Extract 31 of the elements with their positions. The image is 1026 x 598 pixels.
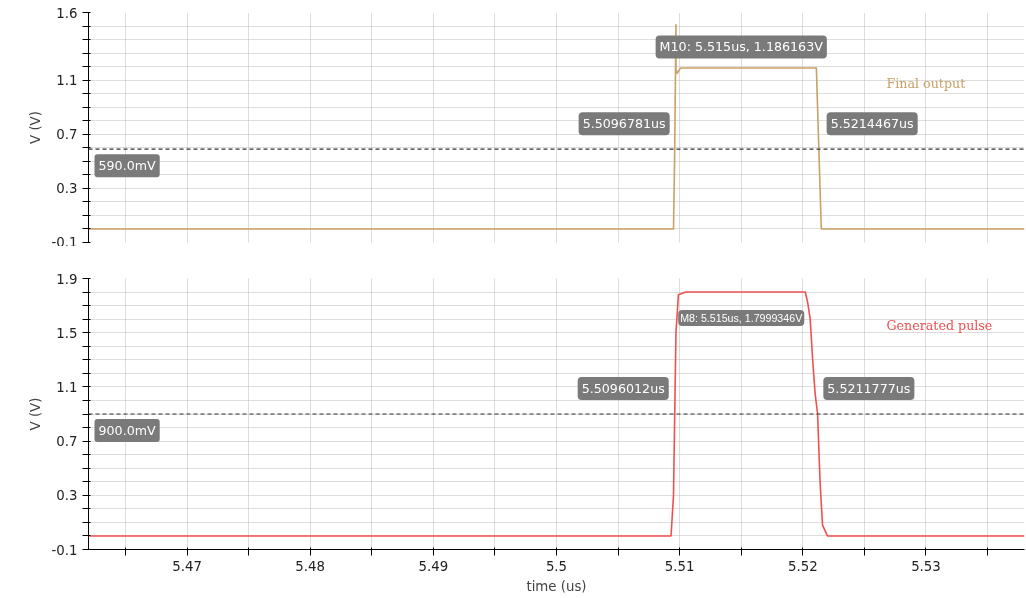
y-tick-label: -0.1 xyxy=(51,542,78,558)
y-tick-label: 0.3 xyxy=(56,488,78,504)
annotation: 5.5214467us xyxy=(830,116,914,132)
x-tick-label: 5.53 xyxy=(911,558,941,574)
y-tick-label: 1.1 xyxy=(56,379,78,395)
ref-line-label: 590.0mV xyxy=(98,158,157,174)
y-tick-label: 0.7 xyxy=(56,434,78,450)
y-tick-label: 0.7 xyxy=(56,127,78,143)
y-axis-title: V (V) xyxy=(28,397,44,431)
annotation: M8: 5.515us, 1.7999346V xyxy=(680,312,804,325)
text: Final output xyxy=(886,75,966,91)
x-tick-label: 5.48 xyxy=(295,558,326,574)
x-tick-label: 5.51 xyxy=(664,558,695,574)
x-tick-label: 5.47 xyxy=(172,558,202,574)
annotation: 5.5096012us xyxy=(581,381,665,396)
y-axis-title: V (V) xyxy=(28,111,44,144)
annotation: 5.5096781us xyxy=(582,116,666,132)
annotation: 5.5211777us xyxy=(827,381,911,396)
x-tick-label: 5.5 xyxy=(545,558,568,574)
x-tick-label: 5.49 xyxy=(418,558,449,574)
y-tick-label: -0.1 xyxy=(51,234,78,250)
y-tick-label: 1.6 xyxy=(56,5,78,21)
x-tick-label: 5.52 xyxy=(787,558,818,574)
text: Generated pulse xyxy=(886,317,993,333)
y-tick-label: 1.1 xyxy=(56,73,78,89)
y-tick-label: 1.5 xyxy=(56,325,78,341)
annotation: M10: 5.515us, 1.186163V xyxy=(659,39,824,55)
x-axis-title: time (us) xyxy=(526,578,587,594)
ref-line-label: 900.0mV xyxy=(98,423,157,438)
y-tick-label: 1.9 xyxy=(56,271,78,287)
y-tick-label: 0.3 xyxy=(56,181,78,197)
